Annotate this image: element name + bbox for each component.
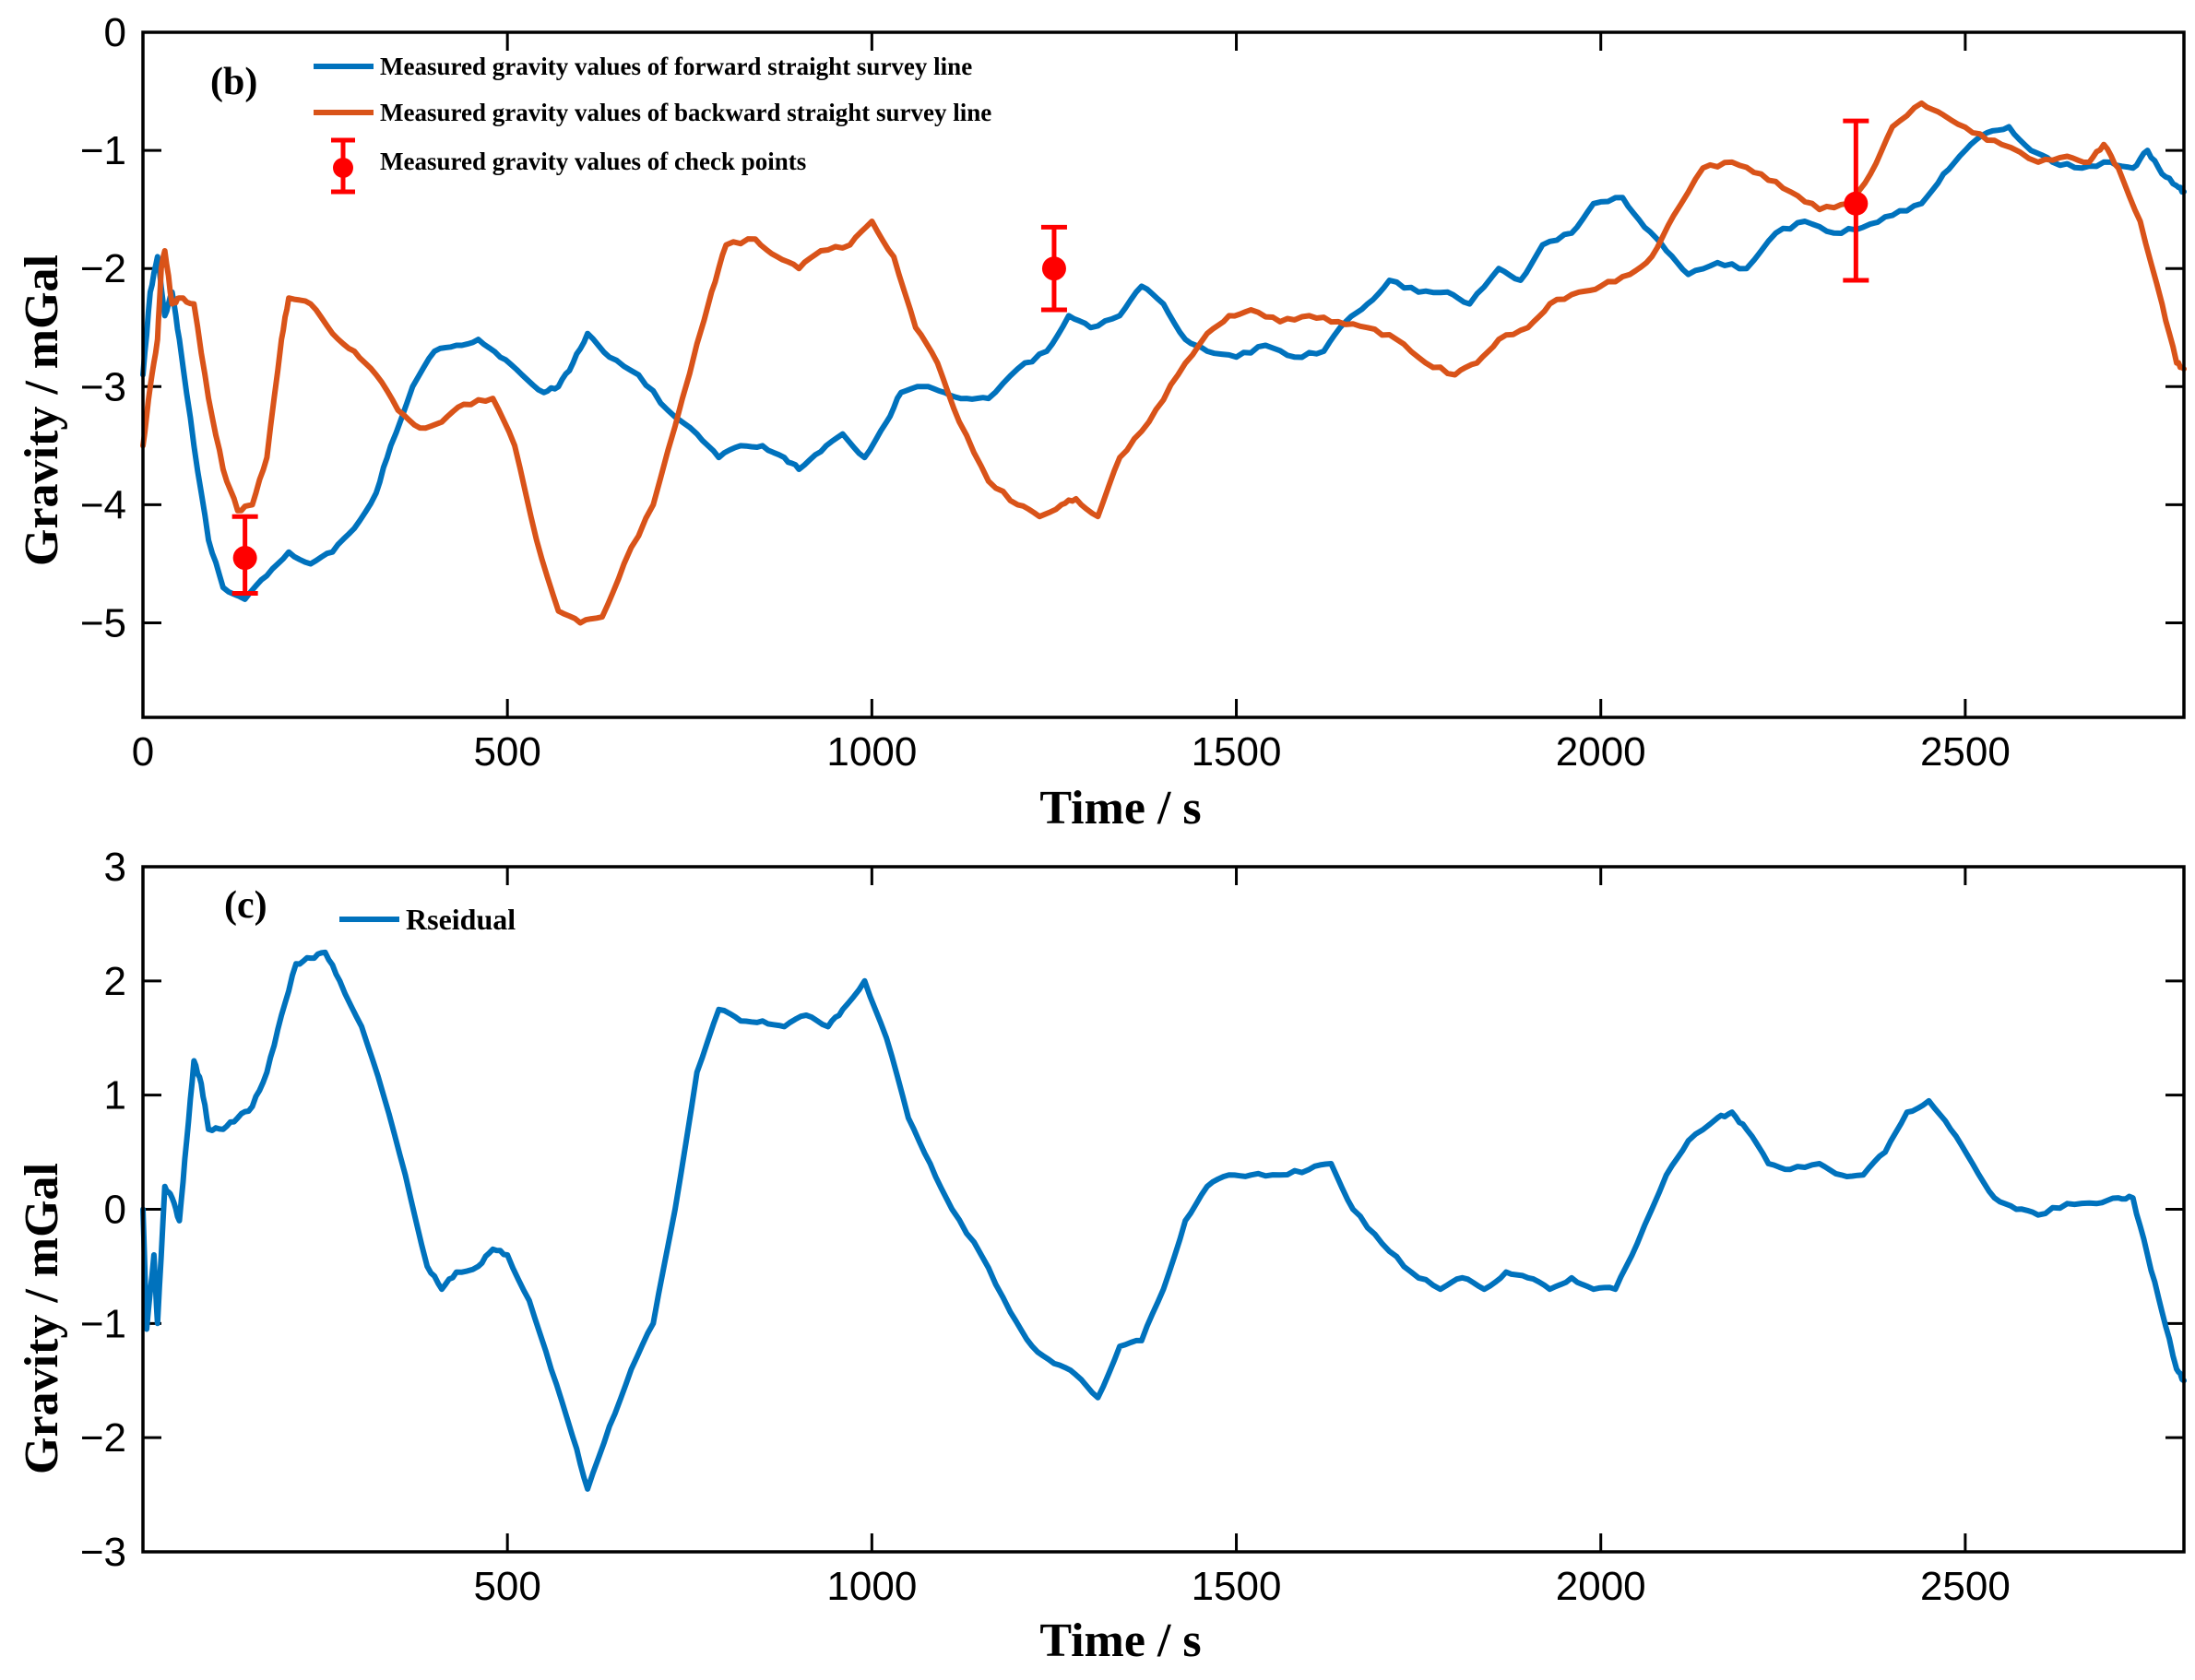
panel-c-label: (c) [224, 884, 267, 927]
panel-c-y-axis-title: Gravity / mGal [16, 1163, 68, 1474]
panel-b-label: (b) [210, 61, 257, 103]
panel-b-check-points [231, 118, 1869, 596]
legend-label-residual: Rseidual [406, 903, 516, 936]
panel-b-axes-frame [141, 30, 2186, 719]
series-line-1 [140, 124, 2187, 602]
y-tick-label: −3 [80, 1530, 126, 1575]
y-tick-label: 2 [104, 959, 126, 1004]
y-tick-label: 0 [104, 1188, 126, 1233]
y-tick-label: −1 [80, 1301, 126, 1346]
panel-c-x-axis-title: Time / s [1039, 1615, 1201, 1667]
check-point-marker [1041, 256, 1066, 281]
x-tick-label: 2000 [1556, 1564, 1646, 1609]
x-tick-label: 1500 [1192, 1564, 1282, 1609]
panel-b-x-axis-title: Time / s [1039, 782, 1201, 834]
panel-c-chart: 500 1000 1500 2000 2500 3 2 1 0 −1 −2 −3 (c) Rseidu… [16, 845, 2187, 1667]
series-line-1 [140, 949, 2187, 1492]
panel-b-legend: Measured gravity values of forward strai… [314, 53, 991, 195]
y-tick-label: −5 [80, 601, 126, 646]
check-point-2 [1040, 224, 1067, 313]
x-tick-label: 1000 [826, 729, 917, 775]
panel-c-ticks [143, 865, 2184, 1554]
y-tick-label: −2 [80, 1415, 126, 1461]
x-tick-label: 500 [473, 729, 540, 775]
y-tick-label: 0 [104, 10, 126, 55]
y-tick-label: −4 [80, 482, 126, 527]
panel-b-tick-labels: 0 500 1000 1500 2000 2500 0 −1 −2 −3 −4 −5 [80, 10, 2011, 775]
y-tick-label: −1 [80, 128, 126, 173]
y-tick-label: 1 [104, 1073, 126, 1118]
check-point-3 [1843, 118, 1869, 283]
panel-b-y-axis-title: Gravity / mGal [16, 254, 68, 566]
x-tick-label: 500 [473, 1564, 540, 1609]
x-tick-label: 1500 [1192, 729, 1282, 775]
panel-c-axes-frame [141, 865, 2186, 1554]
x-tick-label: 2500 [1920, 729, 2011, 775]
legend-label-check-points: Measured gravity values of check points [380, 148, 806, 175]
panel-b-ticks [141, 30, 2184, 717]
y-tick-label: −2 [80, 246, 126, 291]
series-line-2 [140, 100, 2187, 626]
y-tick-label: 3 [104, 845, 126, 890]
check-point-marker [232, 546, 257, 571]
legend-label-backward: Measured gravity values of backward stra… [380, 99, 991, 126]
panel-b-chart: 0 500 1000 1500 2000 2500 0 −1 −2 −3 −4 −5 (b) Meas… [16, 10, 2187, 834]
x-tick-label: 2000 [1556, 729, 1646, 775]
x-tick-label: 1000 [826, 1564, 917, 1609]
y-tick-label: −3 [80, 364, 126, 409]
panel-c-legend: Rseidual [339, 903, 516, 936]
legend-label-forward: Measured gravity values of forward strai… [380, 53, 972, 80]
check-point-1 [231, 514, 258, 596]
panel-c-series [140, 949, 2187, 1492]
x-tick-label: 2500 [1920, 1564, 2011, 1609]
panel-b-series [140, 100, 2187, 626]
panel-c-tick-labels: 500 1000 1500 2000 2500 3 2 1 0 −1 −2 −3 [80, 845, 2011, 1609]
legend-swatch-check-points [331, 137, 355, 195]
check-point-marker [1844, 191, 1869, 216]
x-tick-label: 0 [132, 729, 154, 775]
